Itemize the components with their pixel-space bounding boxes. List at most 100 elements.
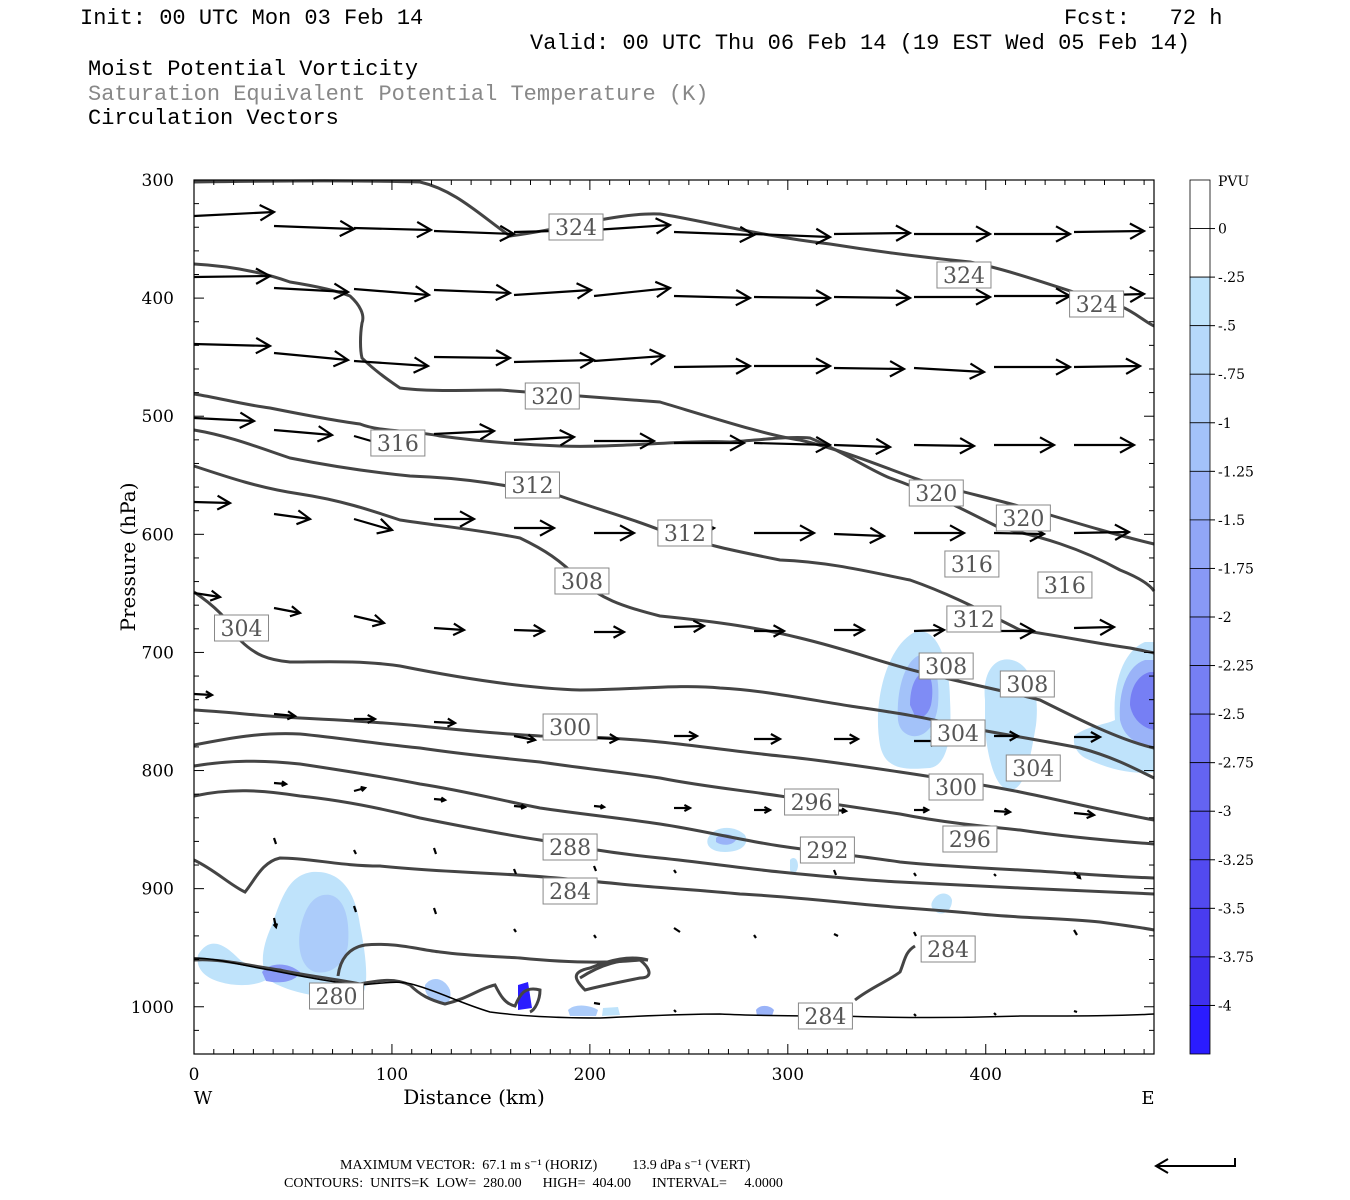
vector-shaft — [273, 512, 311, 521]
vector-shaft — [433, 229, 515, 236]
vector-head — [959, 437, 977, 455]
circulation-vector-90 — [754, 805, 773, 815]
vector-head — [895, 289, 913, 307]
contour-label-text: 324 — [1076, 293, 1118, 318]
vector-head — [692, 619, 707, 634]
vector-head — [639, 432, 657, 450]
vector-head — [1129, 222, 1147, 240]
contour-label-text: 304 — [1012, 757, 1054, 782]
vector-head — [735, 288, 753, 307]
vector-head — [286, 710, 298, 721]
vector-shaft — [833, 366, 905, 371]
contour-label-text: 316 — [1044, 574, 1086, 599]
colorbar-swatch-15 — [1189, 907, 1211, 958]
vector-shaft — [1073, 530, 1130, 535]
contour-label-280: 280 — [309, 982, 365, 1010]
circulation-vector-50 — [353, 517, 395, 535]
contour-label-text: 292 — [806, 839, 848, 864]
circulation-vector-87 — [513, 803, 528, 810]
vector-head — [1055, 225, 1073, 243]
pv-shade-8 — [299, 894, 349, 973]
circulation-vector-51 — [434, 510, 477, 528]
vector-head — [413, 356, 431, 374]
vector-shaft — [432, 847, 438, 855]
contour-label-288: 288 — [542, 833, 598, 861]
x-tick-label: 100 — [376, 1065, 408, 1085]
contour-label-text: 280 — [316, 985, 358, 1010]
contour-label-text: 284 — [927, 938, 969, 963]
contour-label-box — [1037, 571, 1093, 599]
contour-label-box — [936, 261, 992, 289]
vector-head — [209, 589, 223, 602]
vector-shaft — [1073, 811, 1095, 817]
vector-head — [559, 429, 577, 447]
reference-vector — [1154, 1158, 1236, 1174]
contour-label-box — [524, 382, 580, 410]
valid-time: Valid: 00 UTC Thu 06 Feb 14 (19 EST Wed … — [530, 31, 1191, 56]
vector-head — [875, 437, 893, 456]
vector-shaft — [353, 849, 357, 855]
vector-shaft — [513, 435, 575, 442]
contour-label-text: 308 — [1006, 673, 1048, 698]
colorbar-label: -2.75 — [1218, 756, 1254, 772]
circulation-vector-62 — [353, 613, 387, 628]
vector-shaft — [513, 628, 545, 633]
contour-label-text: 312 — [953, 608, 995, 633]
circulation-vector-18 — [673, 288, 753, 307]
reference-vector-shaft — [1156, 1158, 1236, 1167]
vector-head — [520, 803, 528, 810]
vector-head — [852, 623, 867, 637]
circulation-vector-40 — [513, 429, 577, 447]
colorbar-swatch-0 — [1189, 179, 1211, 229]
colorbar-label: -1.75 — [1218, 561, 1254, 577]
vector-shaft — [993, 1012, 997, 1016]
circulation-vector-93 — [993, 807, 1013, 816]
contour-label-box — [309, 982, 365, 1010]
contour-label-324: 324 — [548, 213, 604, 241]
circulation-vector-44 — [833, 437, 893, 456]
contour-label-text: 308 — [925, 655, 967, 680]
circulation-vector-15 — [433, 283, 513, 302]
vector-head — [239, 411, 257, 429]
vector-shaft — [593, 354, 665, 363]
forecast-hour: Fcst: 72 h — [1064, 6, 1223, 31]
vector-shaft — [193, 591, 221, 599]
circulation-vector-73 — [273, 710, 298, 721]
vector-shaft — [913, 872, 917, 877]
contour-label-box — [942, 825, 998, 853]
contour-label-text: 284 — [549, 880, 591, 905]
contour-label-box — [657, 519, 713, 547]
vector-shaft — [913, 628, 945, 633]
circulation-vector-63 — [433, 622, 467, 637]
circulation-vector-47 — [1074, 436, 1137, 454]
vector-head — [895, 224, 913, 242]
vector-shaft — [513, 928, 517, 933]
vector-head — [770, 733, 783, 745]
circulation-vector-26 — [353, 356, 431, 374]
circulation-vector-13 — [273, 282, 351, 300]
theta-e-contour-13 — [854, 944, 916, 1002]
circulation-vector-115 — [593, 1001, 601, 1006]
colorbar-swatch-17 — [1189, 1005, 1211, 1055]
contour-label-box — [999, 670, 1055, 698]
vector-head — [576, 282, 594, 300]
contour-label-296: 296 — [942, 825, 998, 853]
circulation-vector-31 — [754, 357, 833, 375]
vector-head — [815, 227, 833, 246]
circulation-vector-80 — [834, 733, 861, 745]
vector-shaft — [353, 287, 430, 297]
vector-shaft — [593, 934, 597, 939]
contour-label-text: 324 — [555, 216, 597, 241]
circulation-vector-0 — [193, 204, 277, 222]
vector-shaft — [273, 351, 349, 362]
circulation-vector-109 — [593, 934, 597, 939]
circulation-vector-78 — [674, 730, 700, 742]
vector-head — [281, 780, 289, 787]
vector-head — [1125, 357, 1143, 375]
contour-label-320: 320 — [995, 504, 1051, 532]
pv-shade-17 — [602, 1007, 620, 1016]
pv-shade-19 — [790, 858, 798, 874]
circulation-vector-85 — [353, 785, 368, 793]
circulation-vector-46 — [994, 436, 1057, 454]
vector-shaft — [193, 692, 213, 697]
